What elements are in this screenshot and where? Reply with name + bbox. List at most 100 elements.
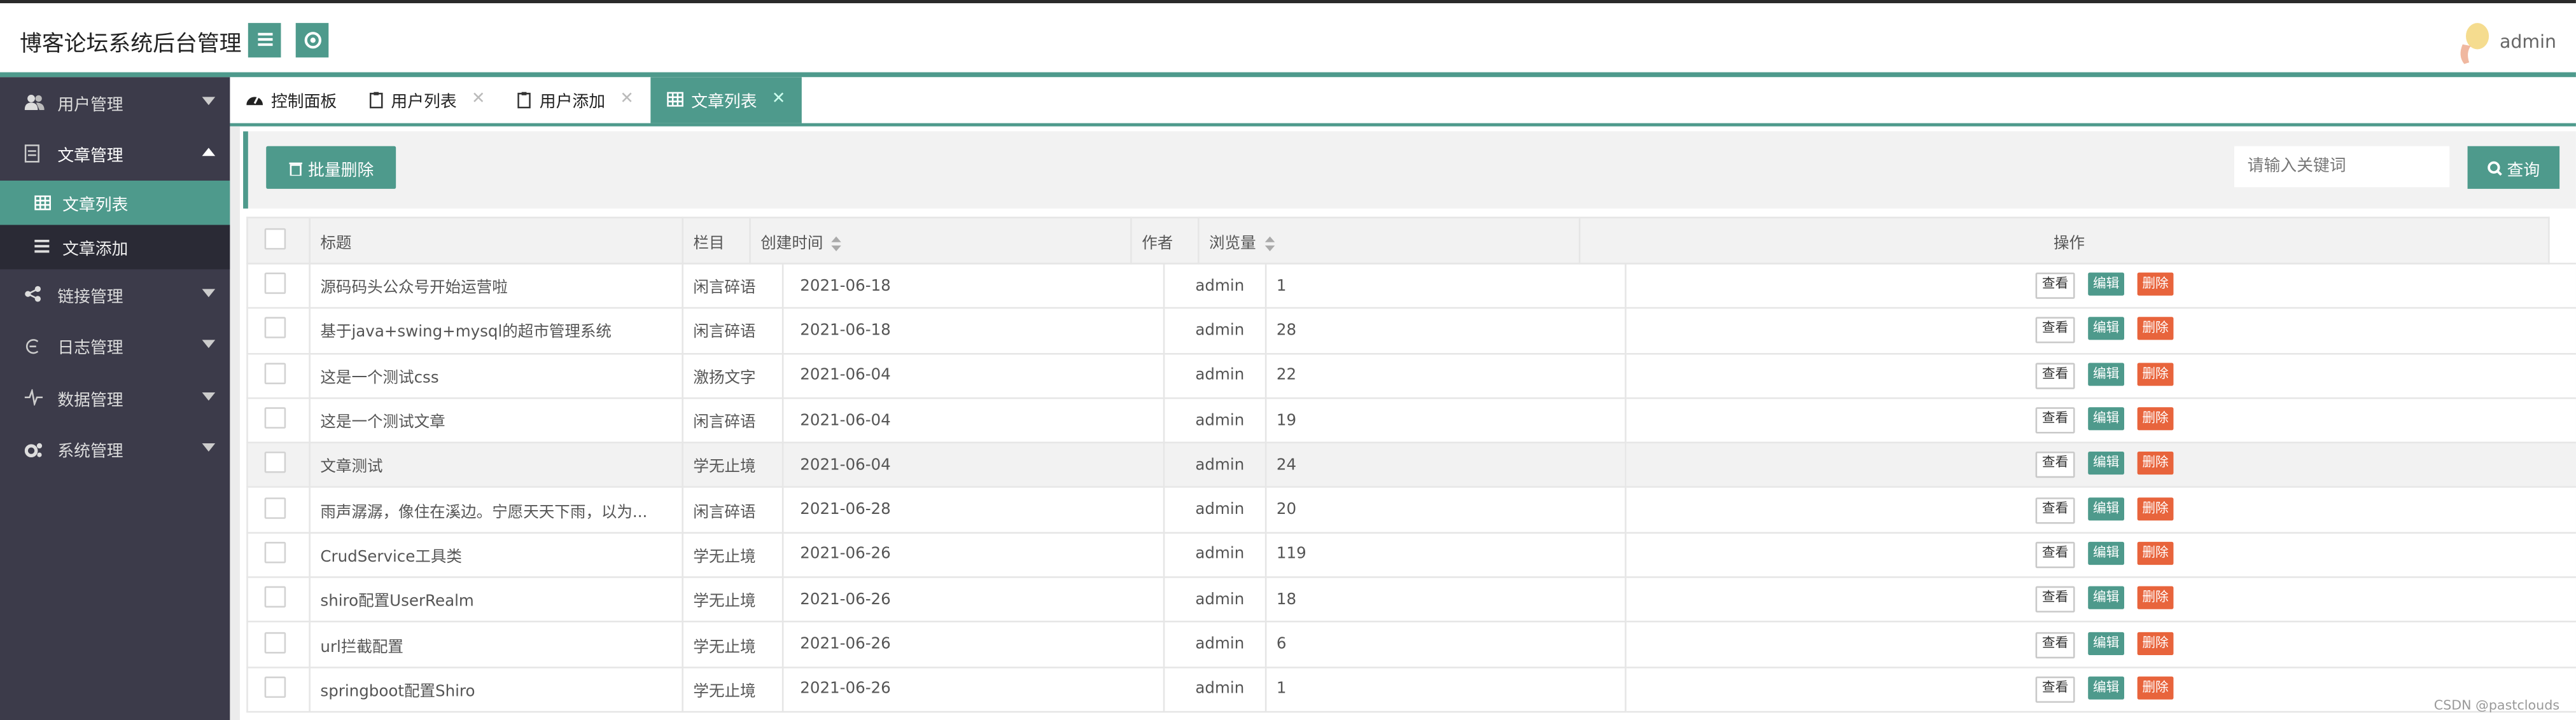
- table-row[interactable]: 雨声潺潺，像住在溪边。宁愿天天下雨，以为... 闲言碎语 2021-06-28 adm…: [246, 487, 2576, 534]
- select-all-checkbox[interactable]: [264, 227, 286, 249]
- table-row[interactable]: shiro配置UserRealm 学无止境 2021-06-26 admin 18 查看编…: [246, 576, 2576, 623]
- view-button[interactable]: 查看: [2035, 272, 2075, 300]
- delete-button[interactable]: 删除: [2137, 272, 2174, 296]
- search-input[interactable]: [2234, 146, 2450, 188]
- edit-button[interactable]: 编辑: [2088, 497, 2125, 520]
- table-row[interactable]: 源码码头公众号开始运营啦 闲言碎语 2021-06-18 admin 1 查看 编辑 删除: [246, 263, 2576, 310]
- search-icon: [2488, 160, 2502, 175]
- row-checkbox[interactable]: [264, 497, 286, 518]
- close-icon[interactable]: ✕: [771, 90, 786, 109]
- edit-button[interactable]: 编辑: [2088, 452, 2125, 475]
- sidebar-item-articles[interactable]: 文章管理: [0, 128, 230, 179]
- sidebar-item-links[interactable]: 链接管理: [0, 268, 230, 320]
- row-checkbox[interactable]: [264, 362, 286, 384]
- view-button[interactable]: 查看: [2035, 676, 2075, 703]
- cell-category: 闲言碎语: [682, 487, 784, 534]
- view-button[interactable]: 查看: [2035, 362, 2075, 389]
- cell-category: 激扬文字: [682, 352, 784, 399]
- table-row[interactable]: 这是一个测试文章 闲言碎语 2021-06-04 admin 19 查看 编辑 删除: [246, 397, 2576, 444]
- edit-button[interactable]: 编辑: [2088, 676, 2125, 700]
- edit-button[interactable]: 编辑: [2088, 631, 2125, 654]
- cell-views: 6: [1264, 621, 1627, 668]
- cell-views: 24: [1264, 441, 1627, 488]
- row-checkbox[interactable]: [264, 317, 286, 339]
- cell-author: admin: [1163, 397, 1267, 444]
- delete-button[interactable]: 删除: [2137, 631, 2174, 654]
- cell-title: 这是一个测试文章: [309, 397, 683, 444]
- view-button[interactable]: 查看: [2035, 631, 2075, 658]
- sidebar-item-label: 用户管理: [57, 96, 123, 115]
- edit-button[interactable]: 编辑: [2088, 541, 2125, 565]
- top-border: [0, 0, 2576, 3]
- row-checkbox[interactable]: [264, 631, 286, 653]
- view-button[interactable]: 查看: [2035, 452, 2075, 479]
- cell-title: 文章测试: [309, 441, 683, 488]
- row-checkbox[interactable]: [264, 407, 286, 429]
- cell-author: admin: [1163, 576, 1267, 623]
- search-button[interactable]: 查询: [2467, 146, 2560, 189]
- delete-button[interactable]: 删除: [2137, 452, 2174, 475]
- sidebar-item-label: 日志管理: [57, 340, 123, 359]
- sort-icon[interactable]: [831, 235, 841, 251]
- delete-button[interactable]: 删除: [2137, 497, 2174, 520]
- view-button[interactable]: 查看: [2035, 317, 2075, 344]
- delete-button[interactable]: 删除: [2137, 407, 2174, 431]
- column-header-views[interactable]: 浏览量: [1197, 216, 1581, 265]
- sidebar-item-label: 系统管理: [57, 443, 123, 462]
- table-row[interactable]: springboot配置Shiro 学无止境 2021-06-26 admin 1 查看编…: [246, 666, 2576, 713]
- edit-button[interactable]: 编辑: [2088, 317, 2125, 341]
- edit-button[interactable]: 编辑: [2088, 586, 2125, 610]
- close-icon[interactable]: ✕: [620, 90, 634, 109]
- cell-actions: 查看 编辑 删除: [1625, 263, 2576, 310]
- edit-button[interactable]: 编辑: [2088, 407, 2125, 431]
- delete-button[interactable]: 删除: [2137, 362, 2174, 385]
- row-checkbox[interactable]: [264, 541, 286, 564]
- sidebar-item-label: 链接管理: [57, 288, 123, 307]
- edit-button[interactable]: 编辑: [2088, 272, 2125, 296]
- view-button[interactable]: 查看: [2035, 541, 2075, 569]
- refresh-button[interactable]: [295, 22, 329, 57]
- delete-button[interactable]: 删除: [2137, 317, 2174, 341]
- tab-dashboard[interactable]: 控制面板: [230, 76, 353, 122]
- tab-user-add[interactable]: 用户添加 ✕: [501, 76, 650, 122]
- user-menu[interactable]: admin: [2451, 19, 2556, 65]
- view-button[interactable]: 查看: [2035, 407, 2075, 434]
- table-row[interactable]: 这是一个测试css 激扬文字 2021-06-04 admin 22 查看 编辑 删除: [246, 352, 2576, 399]
- sidebar-subitem-article-list[interactable]: 文章列表: [0, 179, 230, 225]
- delete-button[interactable]: 删除: [2137, 541, 2174, 565]
- delete-button[interactable]: 删除: [2137, 676, 2174, 700]
- delete-button[interactable]: 删除: [2137, 586, 2174, 610]
- sidebar-item-logs[interactable]: 日志管理: [0, 320, 230, 371]
- sidebar-item-users[interactable]: 用户管理: [0, 76, 230, 128]
- column-header-date[interactable]: 创建时间: [749, 216, 1132, 265]
- table-row[interactable]: 文章测试 学无止境 2021-06-04 admin 24 查看 编辑 删除: [246, 441, 2576, 488]
- row-checkbox[interactable]: [264, 676, 286, 698]
- batch-delete-button[interactable]: 批量删除: [266, 146, 396, 189]
- table-row[interactable]: url拦截配置 学无止境 2021-06-26 admin 6 查看 编辑 删除: [246, 621, 2576, 668]
- sidebar-item-data[interactable]: 数据管理: [0, 372, 230, 424]
- sidebar-item-system[interactable]: 系统管理: [0, 424, 230, 475]
- tab-user-list[interactable]: 用户列表 ✕: [353, 76, 501, 122]
- table-row[interactable]: CrudService工具类 学无止境 2021-06-26 admin 119 查看 编辑…: [246, 531, 2576, 578]
- cell-actions: 查看 编辑 删除: [1625, 441, 2576, 488]
- close-icon[interactable]: ✕: [471, 90, 486, 109]
- chevron-down-icon: [202, 96, 216, 104]
- cell-author: admin: [1163, 263, 1267, 310]
- cell-date: 2021-06-26: [781, 666, 1165, 713]
- edit-button[interactable]: 编辑: [2088, 362, 2125, 385]
- row-checkbox[interactable]: [264, 272, 286, 294]
- cell-date: 2021-06-04: [781, 441, 1165, 488]
- view-button[interactable]: 查看: [2035, 497, 2075, 523]
- sidebar: 用户管理 文章管理 文章列表 文章添加 链接管理 日志管理 数据管理: [0, 76, 230, 720]
- row-checkbox[interactable]: [264, 452, 286, 474]
- cell-title: 雨声潺潺，像住在溪边。宁愿天天下雨，以为...: [309, 487, 683, 534]
- table-row[interactable]: 基于java+swing+mysql的超市管理系统 闲言碎语 2021-06-18 a…: [246, 307, 2576, 354]
- row-checkbox[interactable]: [264, 586, 286, 608]
- sidebar-subitem-article-add[interactable]: 文章添加: [0, 224, 230, 269]
- view-button[interactable]: 查看: [2035, 586, 2075, 613]
- table-header: 标题 栏目 创建时间 作者 浏览量 操作: [246, 216, 2550, 265]
- menu-toggle-button[interactable]: [248, 22, 281, 57]
- sort-icon[interactable]: [1264, 235, 1275, 251]
- tab-article-list[interactable]: 文章列表 ✕: [650, 76, 802, 123]
